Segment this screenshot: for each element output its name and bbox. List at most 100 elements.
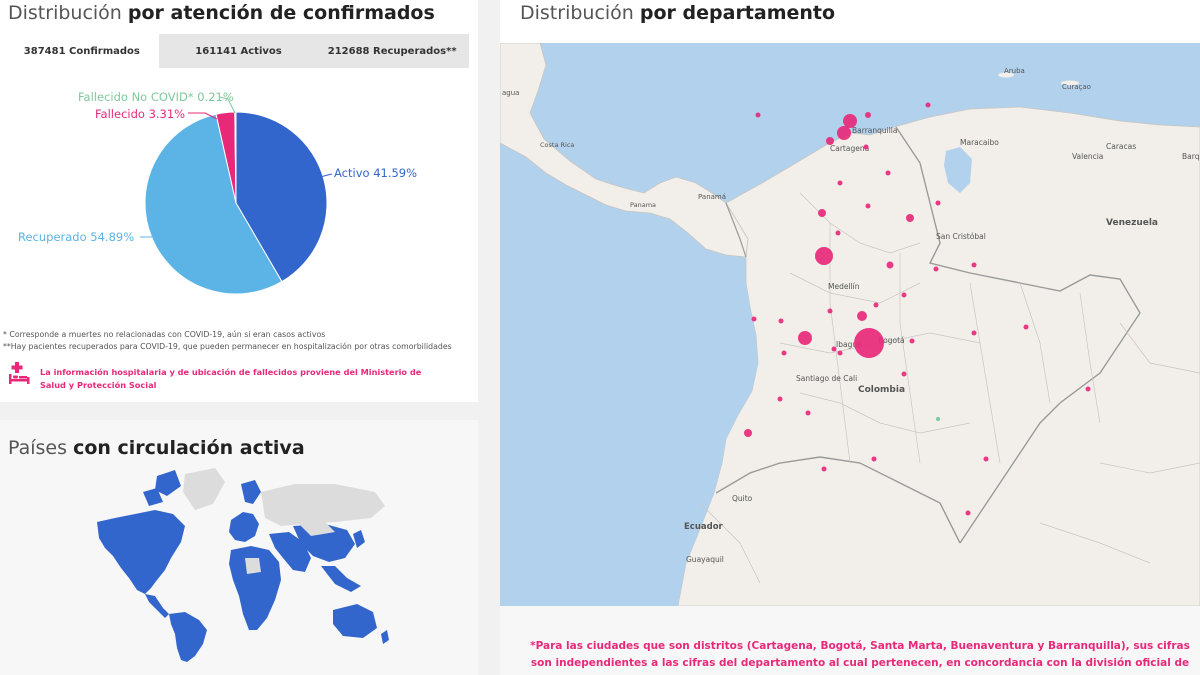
bubble-caldas[interactable] <box>873 302 879 308</box>
pie-slice-recuperado[interactable] <box>144 113 283 295</box>
tab-activos[interactable]: 161141 Activos <box>195 45 282 57</box>
map-label-san-cristobal: San Cristóbal <box>936 232 986 241</box>
world-active-circulation-map <box>97 468 389 662</box>
aruba-island <box>998 72 1014 78</box>
bubble-huila[interactable] <box>901 371 907 377</box>
bubble-cauca[interactable] <box>805 410 811 416</box>
colombia-map[interactable]: Aruba Curaçao Barranquilla Cartagena Mar… <box>500 43 1200 606</box>
bubble-arauca[interactable] <box>971 262 977 268</box>
bubble-san-andres[interactable] <box>755 112 761 118</box>
bubble-cesar[interactable] <box>885 170 891 176</box>
map-label-barranquilla: Barranquilla <box>852 126 898 135</box>
map-label-valencia: Valencia <box>1072 152 1103 161</box>
bubble-santander[interactable] <box>906 214 914 222</box>
map-label-ibague: Ibagué <box>836 340 862 349</box>
countries-title-bold: con circulación activa <box>73 437 305 459</box>
pie-slice-activo[interactable] <box>235 111 328 283</box>
department-title: Distribución por departamento <box>520 2 835 24</box>
bubble-norte-santander[interactable] <box>865 203 871 209</box>
map-label-aruba: Aruba <box>1004 67 1025 75</box>
bubble-choco[interactable] <box>778 318 784 324</box>
bubble-guajira[interactable] <box>925 102 931 108</box>
colombia-south-border <box>715 456 961 544</box>
central-america-shape <box>145 594 169 618</box>
bubble-cartagena[interactable] <box>826 137 834 145</box>
bubble-cundinamarca[interactable] <box>857 311 867 321</box>
fallecido-nocovid-leader-line <box>219 96 236 114</box>
bubble-barranquilla[interactable] <box>843 114 857 128</box>
bubble-choco-2[interactable] <box>751 316 757 322</box>
bubble-sucre[interactable] <box>863 144 869 150</box>
bubble-magdalena[interactable] <box>865 112 871 118</box>
footnote-recuperados: **Hay pacientes recuperados para COVID-1… <box>3 342 452 351</box>
panama-border <box>725 202 747 258</box>
tab-recuperados[interactable]: 212688 Recuperados** <box>327 45 457 57</box>
bubble-antioquia-2[interactable] <box>835 230 841 236</box>
bubble-valle[interactable] <box>798 331 812 345</box>
bubble-guaviare[interactable] <box>983 456 989 462</box>
europe-shape <box>229 512 259 542</box>
bubble-santander-2[interactable] <box>933 266 939 272</box>
info-source-text: La información hospitalaria y de ubicaci… <box>40 367 422 390</box>
bubble-meta[interactable] <box>909 338 915 344</box>
bubble-cucuta[interactable] <box>935 200 941 206</box>
map-label-panama-country: Panama <box>630 201 656 209</box>
bubble-caqueta[interactable] <box>871 456 877 462</box>
map-label-quito: Quito <box>732 494 753 503</box>
sahara-shape <box>245 558 261 574</box>
panel-separator <box>478 0 500 675</box>
status-pie-chart <box>140 96 333 295</box>
curacao-island <box>1061 80 1079 86</box>
map-label-costa-rica: Costa Rica <box>540 141 574 149</box>
map-label-nicaragua-cut: agua <box>502 89 519 97</box>
distribution-title-light: Distribución <box>8 2 122 24</box>
map-label-curacao: Curaçao <box>1062 83 1091 91</box>
bubble-guainia[interactable] <box>1085 386 1091 392</box>
arctic-islands-shape <box>155 470 181 496</box>
bubble-cordoba[interactable] <box>818 209 826 217</box>
scandinavia-shape <box>241 480 261 504</box>
map-label-cali: Santiago de Cali <box>796 374 857 383</box>
bubble-putumayo[interactable] <box>821 466 827 472</box>
mongolia-shape <box>299 522 335 536</box>
bubble-boyaca[interactable] <box>886 261 894 269</box>
bubble-boyaca-2[interactable] <box>901 292 907 298</box>
map-label-venezuela: Venezuela <box>1106 218 1158 228</box>
bubble-bolivar[interactable] <box>837 180 843 186</box>
bubble-valle-2[interactable] <box>777 396 783 402</box>
russia-shape <box>261 484 385 526</box>
bubble-tolima-2[interactable] <box>831 346 837 352</box>
map-label-ecuador: Ecuador <box>684 522 724 532</box>
districts-note: *Para las ciudades que son distritos (Ca… <box>530 640 1190 675</box>
status-tabs: 387481 Confirmados 161141 Activos 212688… <box>5 34 469 68</box>
bubble-risaralda[interactable] <box>827 308 833 314</box>
map-label-barquisimeto: Barq <box>1182 152 1200 161</box>
lake-maracaibo <box>944 147 972 193</box>
department-borders <box>699 192 1200 584</box>
new-zealand-shape <box>381 630 389 644</box>
fallecido-leader-line <box>188 112 218 120</box>
map-label-maracaibo: Maracaibo <box>960 138 999 147</box>
africa-shape <box>229 546 281 630</box>
label-activo: Activo 41.59% <box>334 166 418 180</box>
bubble-tolima[interactable] <box>837 350 843 356</box>
bubble-atlantico[interactable] <box>837 126 851 140</box>
department-title-bold: por departamento <box>639 2 836 24</box>
bubble-antioquia[interactable] <box>815 247 833 265</box>
map-label-cartagena: Cartagena <box>830 144 869 153</box>
map-label-medellin: Medellín <box>828 282 860 291</box>
bubble-narino[interactable] <box>744 429 752 437</box>
bubble-bogota[interactable] <box>854 328 884 358</box>
bubble-no-covid[interactable] <box>936 417 940 421</box>
countries-title: Países con circulación activa <box>8 437 305 459</box>
tab-confirmados[interactable]: 387481 Confirmados <box>5 34 159 68</box>
bubble-quindio[interactable] <box>781 350 787 356</box>
department-title-light: Distribución <box>520 2 634 24</box>
map-label-caracas: Caracas <box>1106 142 1136 151</box>
bubble-amazonas[interactable] <box>965 510 971 516</box>
greenland-shape <box>183 468 225 510</box>
australia-shape <box>333 604 377 638</box>
bubble-vichada[interactable] <box>1023 324 1029 330</box>
bubble-casanare[interactable] <box>971 330 977 336</box>
